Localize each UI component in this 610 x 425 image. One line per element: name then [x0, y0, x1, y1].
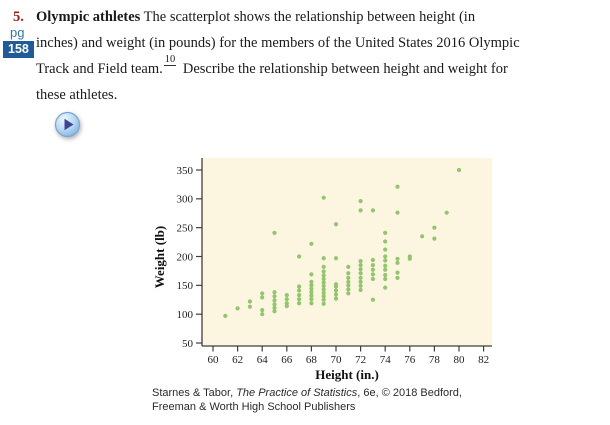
y-axis-label: Weight (lb): [152, 226, 167, 288]
svg-text:60: 60: [208, 354, 220, 366]
svg-text:250: 250: [177, 222, 194, 234]
svg-text:200: 200: [177, 251, 194, 263]
svg-text:150: 150: [177, 280, 194, 292]
problem-title: Olympic athletes: [36, 9, 141, 25]
svg-text:50: 50: [182, 338, 194, 350]
svg-text:76: 76: [404, 354, 416, 366]
svg-text:68: 68: [306, 354, 318, 366]
svg-text:70: 70: [331, 354, 343, 366]
scatterplot: 50 100 150 200 250 300 350 60 62 64 66 68 70 72 74 76 78…: [152, 158, 492, 382]
footnote-link[interactable]: 10: [163, 54, 177, 67]
svg-text:80: 80: [454, 354, 466, 366]
svg-text:72: 72: [355, 354, 366, 366]
play-icon: [54, 111, 81, 138]
x-axis-label: Height (in.): [315, 367, 379, 382]
problem-line-3: Track and Field team.10 Describe the rel…: [36, 54, 520, 82]
attribution-suffix: , 6e, © 2018 Bedford, Freeman & Worth Hi…: [152, 387, 462, 413]
svg-text:74: 74: [380, 354, 392, 366]
problem-line-2: inches) and weight (in pounds) for the m…: [36, 35, 520, 51]
problem-number: 5.: [13, 9, 24, 25]
svg-text:300: 300: [177, 194, 194, 206]
svg-text:82: 82: [478, 354, 489, 366]
page-ref-badge[interactable]: 158: [3, 41, 34, 58]
problem-line-1: Olympic athletes The scatterplot shows t…: [36, 4, 520, 30]
play-button[interactable]: [54, 111, 82, 139]
page-ref-label: pg: [10, 25, 25, 40]
attribution: Starnes & Tabor, The Practice of Statist…: [152, 386, 504, 414]
svg-text:350: 350: [177, 165, 194, 177]
attribution-prefix: Starnes & Tabor,: [152, 387, 237, 399]
problem-body-3a: Track and Field team.: [36, 61, 163, 77]
problem-text: Olympic athletes The scatterplot shows t…: [36, 4, 520, 108]
problem-body-1: The scatterplot shows the relationship b…: [140, 9, 476, 25]
problem-body-3b: Describe the relationship between height…: [179, 61, 508, 77]
problem-line-4: these athletes.: [36, 87, 118, 103]
attribution-book-title: The Practice of Statistics: [236, 387, 358, 399]
svg-text:62: 62: [232, 354, 243, 366]
svg-text:78: 78: [429, 354, 441, 366]
svg-text:64: 64: [257, 354, 269, 366]
svg-text:66: 66: [281, 354, 293, 366]
svg-text:100: 100: [177, 309, 194, 321]
